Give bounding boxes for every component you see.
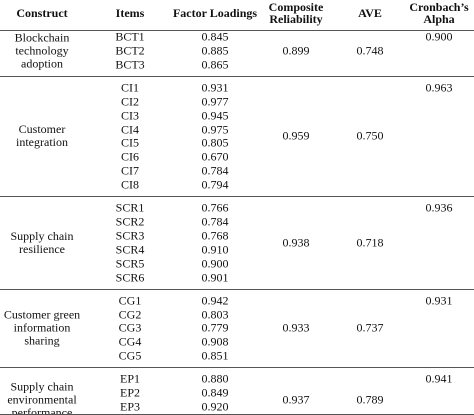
ave: 0.750 [356,128,384,143]
item: SCR5 [115,256,145,271]
factor-loading: 0.880 [201,371,229,386]
item: BCT1 [115,29,145,44]
item: CI7 [121,163,139,178]
factor-loading: 0.803 [201,307,229,321]
group-rule [0,75,474,77]
item: CI3 [121,108,139,123]
ave: 0.748 [356,43,384,58]
item: SCR2 [115,214,145,229]
construct: Blockchain technology adoption [14,30,70,71]
factor-loading: 0.975 [201,122,229,136]
cronbach-alpha: 0.941 [425,371,453,386]
factor-loading: 0.908 [201,334,229,349]
ave: 0.789 [356,392,384,407]
cronbach-alpha: 0.963 [425,80,453,95]
factor-loading: 0.931 [201,80,229,95]
cronbach-alpha: 0.900 [425,29,453,44]
item: CI8 [121,177,139,192]
item: BCT2 [115,43,145,58]
header-cell: Construct [16,6,68,20]
factor-loading: 0.766 [201,200,229,215]
factor-loading: 0.849 [201,385,229,400]
factor-loading: 0.845 [201,29,229,44]
item: CG5 [118,348,142,363]
item: CG3 [118,320,142,335]
header-rule [0,30,474,31]
header-cell: Composite Reliability [268,0,324,26]
factor-loading: 0.779 [201,320,229,335]
header-cell: AVE [358,6,382,20]
construct: Supply chain resilience [10,228,74,256]
group-rule [0,196,474,198]
ave: 0.718 [356,235,384,250]
composite-reliability: 0.937 [282,392,310,407]
item: SCR3 [115,228,145,243]
composite-reliability: 0.899 [282,43,310,58]
factor-loading: 0.794 [201,177,229,192]
header-cell: Cronbach’s Alpha [409,0,469,26]
group-rule [0,367,474,369]
cronbach-alpha: 0.931 [425,293,453,308]
group-rule [0,288,474,290]
header-cell: Items [115,6,145,20]
item: CI4 [121,122,139,136]
factor-loading: 0.977 [201,94,229,109]
factor-loading: 0.784 [201,163,229,178]
item: SCR4 [115,242,145,257]
composite-reliability: 0.959 [282,128,310,143]
item: BCT3 [115,57,145,72]
header-cell: Factor Loadings [172,6,258,20]
factor-loading: 0.768 [201,228,229,243]
factor-loading: 0.942 [201,293,229,308]
ave: 0.737 [356,320,384,335]
item: SCR6 [115,270,145,285]
factor-loading: 0.865 [201,57,229,72]
construct: Supply chain environmental performance [7,379,77,415]
construct: Customer integration [16,122,68,150]
composite-reliability: 0.933 [282,320,310,335]
item: EP2 [119,385,140,400]
composite-reliability: 0.938 [282,235,310,250]
cronbach-alpha: 0.936 [425,200,453,215]
factor-loading: 0.945 [201,108,229,123]
factor-loading: 0.901 [201,270,229,285]
factor-loading: 0.910 [201,242,229,257]
factor-loading: 0.805 [201,135,229,150]
factor-loading: 0.670 [201,149,229,164]
item: CI5 [121,135,139,150]
construct: Customer green information sharing [3,307,81,348]
item: EP1 [119,371,140,386]
item: CI2 [121,94,139,109]
item: CI1 [121,80,139,95]
factor-loading: 0.920 [201,399,229,414]
item: CG4 [118,334,142,349]
item: EP3 [119,399,140,414]
factor-loading: 0.900 [201,256,229,271]
item: CG2 [118,307,142,321]
factor-loading: 0.851 [201,348,229,363]
item: SCR1 [115,200,145,215]
factor-loading: 0.784 [201,214,229,229]
item: CG1 [118,293,142,308]
factor-loading: 0.885 [201,43,229,58]
item: CI6 [121,149,139,164]
